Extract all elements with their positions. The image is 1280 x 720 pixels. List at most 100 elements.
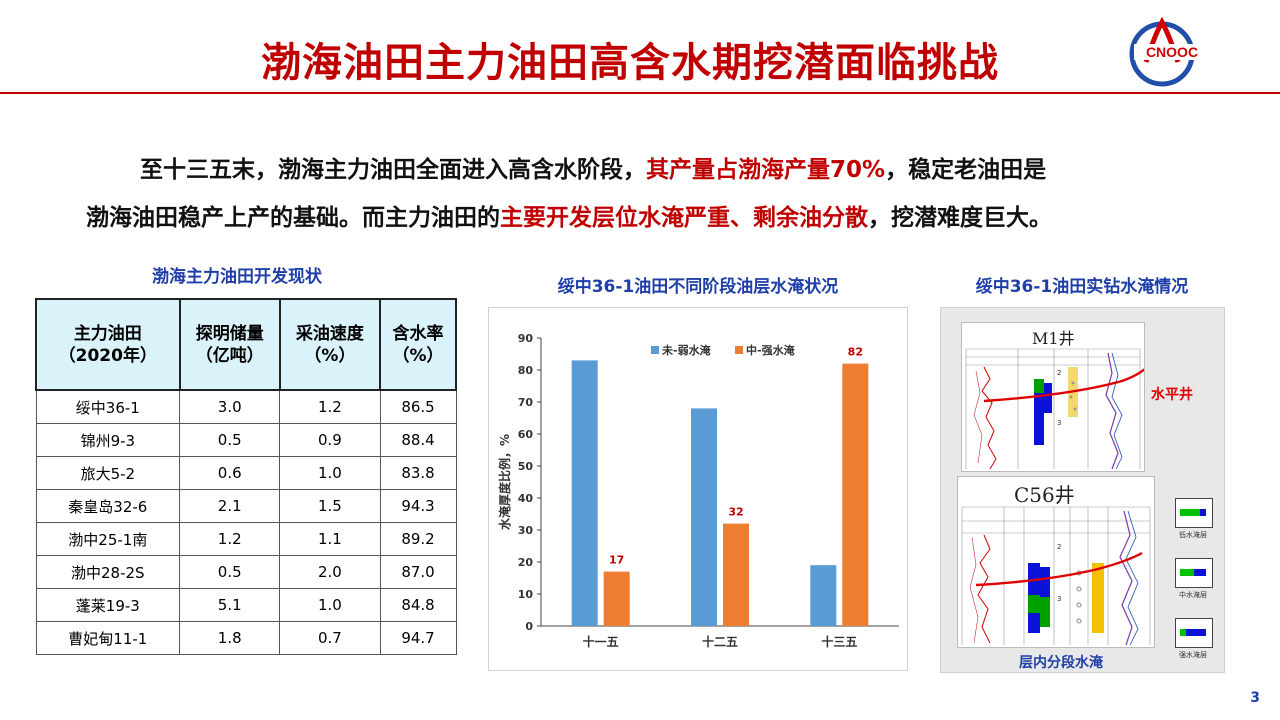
field-name-cell: 锦州9-3 [35,423,181,457]
legend-mid-swatch [1175,558,1213,588]
header-text: 主力油田 [73,323,142,344]
header-rate: 采油速度 （%） [278,298,382,391]
watercut-cell: 86.5 [379,389,457,424]
table-header-row: 主力油田 （2020年） 探明储量 （亿吨） 采油速度 （%） 含水率 （%） [35,298,457,391]
legend-low-label: 低水淹层 [1179,531,1207,539]
field-name-cell: 蓬莱19-3 [35,588,181,622]
intro-text: 至十三五末，渤海主力油田全面进入高含水阶段， [140,157,646,183]
table-row: 锦州9-3 0.5 0.9 88.4 [35,423,457,457]
reserves-cell: 0.5 [179,555,281,589]
logo-text: CNOOC [1146,44,1198,60]
x-category-label: 十三五 [821,634,857,649]
bar-data-label: 32 [728,506,743,519]
field-name-cell: 秦皇岛32-6 [35,489,181,523]
field-name-cell: 渤中25-1南 [35,522,181,556]
reserves-cell: 5.1 [179,588,281,622]
y-axis-label: 水淹厚度比例，% [497,434,512,530]
watercut-cell: 84.8 [379,588,457,622]
bar-data-label: 17 [609,554,624,567]
y-tick-label: 10 [518,588,534,601]
watercut-cell: 89.2 [379,522,457,556]
bar-data-label: 82 [848,346,863,359]
bar-weak-flooded [571,360,598,626]
bar-strong-flooded [842,363,869,626]
water-flooding-bar-chart: 0 10 20 30 40 50 60 70 80 90 水淹厚度比例，% 17 十一五 32 十二五 82 十… [497,332,899,649]
legend-high-label: 强水淹层 [1179,651,1207,659]
chart-caption: 绥中36-1油田不同阶段油层水淹状况 [557,277,839,297]
reserves-cell: 1.2 [179,522,281,556]
legend-low-swatch [1175,498,1213,528]
well-name-c56: C56井 [1014,483,1075,507]
well-log-c56: C56井 2 3 [957,476,1155,648]
watercut-cell: 88.4 [379,423,457,457]
watercut-cell: 94.7 [379,621,457,655]
table-row: 旅大5-2 0.6 1.0 83.8 [35,456,457,490]
well-name-m1: M1井 [1032,329,1075,348]
segmented-flooding-label: 层内分段水淹 [1019,655,1103,671]
header-text: 探明储量 [195,323,264,344]
y-tick-label: 20 [518,556,534,569]
chart-frame: 0 10 20 30 40 50 60 70 80 90 水淹厚度比例，% 17 十一五 32 十二五 82 十… [488,307,908,671]
x-category-label: 十一五 [583,634,619,649]
reserves-cell: 2.1 [179,489,281,523]
rate-cell: 2.0 [279,555,381,589]
page-title: 渤海油田主力油田高含水期挖潜面临挑战 [261,40,999,86]
y-tick-label: 50 [518,460,534,473]
header-unit: （%） [392,345,444,366]
reserves-cell: 3.0 [179,389,281,424]
rate-cell: 0.7 [279,621,381,655]
table-row: 渤中28-2S 0.5 2.0 87.0 [35,555,457,589]
header-text: 含水率 [392,323,444,344]
header-unit: （亿吨） [195,345,264,366]
rate-cell: 1.5 [279,489,381,523]
y-tick-label: 80 [518,364,534,377]
legend-swatch [651,346,659,354]
rate-cell: 1.0 [279,456,381,490]
bar-weak-flooded [810,565,837,626]
bar-strong-flooded [603,571,630,626]
table-caption: 渤海主力油田开发现状 [152,267,322,287]
table-row: 渤中25-1南 1.2 1.1 89.2 [35,522,457,556]
legend-label: 未-弱水淹 [661,343,712,357]
svg-text:2: 2 [1057,543,1061,551]
intro-highlight: 其产量占渤海产量70% [646,157,886,183]
photo-caption: 绥中36-1油田实钻水淹情况 [975,277,1189,297]
field-name-cell: 绥中36-1 [35,389,181,424]
oilfield-table: 主力油田 （2020年） 探明储量 （亿吨） 采油速度 （%） 含水率 （%） 绥中36… [35,298,457,655]
svg-text:3: 3 [1057,595,1061,603]
legend-swatch [735,346,743,354]
field-name-cell: 渤中28-2S [35,555,181,589]
well-log-panel: M1井 2 3 水平井 C56井 [940,307,1225,673]
page-number: 3 [1250,690,1260,706]
table-row: 绥中36-1 3.0 1.2 86.5 [35,389,457,424]
header-field: 主力油田 （2020年） [35,298,181,391]
c56-log-drawing: 2 3 [961,506,1151,646]
rate-cell: 1.1 [279,522,381,556]
header-reserves: 探明储量 （亿吨） [178,298,281,391]
y-tick-label: 70 [518,396,534,409]
bar-weak-flooded [691,408,717,626]
m1-log-drawing: 2 3 [965,348,1144,470]
legend-label: 中-强水淹 [746,343,796,357]
svg-text:2: 2 [1057,369,1061,377]
bar-strong-flooded [723,523,749,626]
field-name-cell: 旅大5-2 [35,456,181,490]
table-body: 绥中36-1 3.0 1.2 86.5 锦州9-3 0.5 0.9 88.4 旅大5-2 0.6 1… [35,389,457,655]
title-divider [0,92,1280,94]
legend-high-swatch [1175,618,1213,648]
rate-cell: 1.2 [279,389,381,424]
reserves-cell: 1.8 [179,621,281,655]
header-unit: （%） [304,345,356,366]
intro-line-2: 渤海油田稳产上产的基础。而主力油田的主要开发层位水淹严重、剩余油分散，挖潜难度巨… [86,198,1052,232]
y-tick-label: 30 [518,524,534,537]
svg-text:3: 3 [1057,419,1061,427]
intro-text: 渤海油田稳产上产的基础。而主力油田的 [86,205,500,231]
legend-mid-label: 中水淹层 [1179,591,1207,599]
header-text: 采油速度 [295,323,364,344]
intro-highlight: 主要开发层位水淹严重、剩余油分散 [500,205,868,231]
well-log-m1: M1井 2 3 [961,322,1145,472]
cnooc-logo: CNOOC [1124,12,1214,90]
reserves-cell: 0.6 [179,456,281,490]
reserves-cell: 0.5 [179,423,281,457]
watercut-cell: 94.3 [379,489,457,523]
